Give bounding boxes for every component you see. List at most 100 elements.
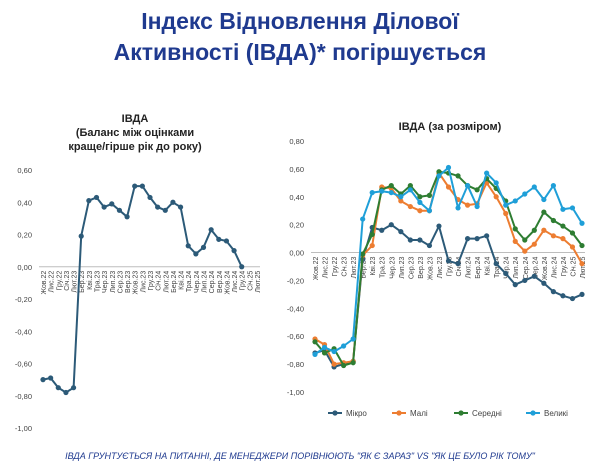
data-point bbox=[417, 199, 423, 205]
x-tick-label: Кві.24 bbox=[484, 256, 492, 275]
data-point bbox=[569, 205, 576, 211]
x-tick-label: Сер.24 bbox=[523, 256, 530, 279]
data-point bbox=[522, 248, 528, 254]
y-tick-label: 0,20 bbox=[289, 221, 304, 230]
footer-note: ІВДА ГРУНТУЄТЬСЯ НА ПИТАННІ, ДЕ МЕНЕДЖЕР… bbox=[65, 451, 535, 461]
data-point bbox=[208, 227, 214, 233]
data-point bbox=[541, 196, 547, 203]
y-tick-label: -0,80 bbox=[15, 392, 32, 401]
data-point bbox=[398, 194, 404, 200]
data-point bbox=[398, 229, 404, 235]
data-point bbox=[379, 188, 385, 194]
data-point bbox=[231, 248, 237, 254]
y-tick-label: 0,80 bbox=[289, 137, 304, 146]
data-point bbox=[560, 293, 566, 299]
y-tick-label: 0,60 bbox=[17, 166, 32, 175]
data-point bbox=[531, 241, 537, 247]
data-point bbox=[132, 183, 138, 189]
data-point bbox=[569, 230, 576, 236]
x-tick-label: Лют.25 bbox=[255, 271, 262, 293]
x-tick-label: Лис.24 bbox=[551, 256, 558, 278]
x-tick-label: Жов.24 bbox=[224, 271, 231, 295]
data-point bbox=[484, 170, 490, 176]
data-point bbox=[445, 164, 452, 171]
chart-ivda-balance: ІВДА (Баланс між оцінками краще/гірше рік … bbox=[15, 113, 262, 433]
x-tick-label: Жов.23 bbox=[427, 256, 434, 280]
x-tick-label: Кві.24 bbox=[178, 271, 186, 290]
x-tick-label: Чер.23 bbox=[102, 271, 109, 293]
x-tick-label: Лис.23 bbox=[140, 271, 147, 293]
data-point bbox=[484, 233, 490, 239]
data-point bbox=[93, 194, 100, 201]
data-point bbox=[417, 237, 423, 243]
x-tick-label: Гру.22 bbox=[56, 271, 63, 291]
legend-label: Малі bbox=[410, 409, 428, 418]
data-point bbox=[239, 264, 245, 270]
x-tick-label: Кві.23 bbox=[369, 256, 377, 275]
legend-marker bbox=[530, 410, 536, 416]
data-point bbox=[321, 350, 328, 356]
data-point bbox=[436, 223, 442, 229]
legend-label: Середні bbox=[472, 409, 502, 418]
data-point bbox=[185, 243, 191, 249]
x-tick-label: Тра.24 bbox=[494, 256, 501, 278]
y-tick-label: -0,40 bbox=[15, 327, 32, 336]
x-tick-label: Тра.23 bbox=[380, 256, 387, 278]
x-tick-label: Січ.24 bbox=[155, 271, 163, 291]
x-tick-label: Жов.22 bbox=[41, 271, 48, 295]
data-point bbox=[550, 289, 556, 295]
data-point bbox=[493, 194, 499, 200]
y-tick-label: -0,80 bbox=[287, 360, 304, 369]
x-tick-label: Лют.25 bbox=[580, 256, 587, 278]
data-point bbox=[550, 233, 556, 239]
data-point bbox=[541, 209, 547, 215]
x-tick-label: Лип.23 bbox=[110, 271, 117, 293]
x-tick-label: Вер.24 bbox=[217, 271, 224, 293]
data-point bbox=[331, 348, 337, 355]
data-point bbox=[86, 198, 92, 204]
x-tick-label: Лют.23 bbox=[351, 256, 358, 278]
x-tick-label: Тра.24 bbox=[186, 271, 193, 293]
data-point bbox=[503, 202, 509, 208]
x-tick-label: Січ.24 bbox=[455, 256, 463, 276]
x-tick-label: Лип.24 bbox=[513, 256, 520, 278]
data-point bbox=[512, 282, 518, 288]
data-point bbox=[360, 251, 366, 257]
data-point bbox=[40, 377, 46, 383]
data-point bbox=[193, 251, 199, 257]
x-tick-label: Січ.23 bbox=[341, 256, 349, 276]
x-tick-label: Лют.24 bbox=[466, 256, 473, 278]
data-point bbox=[455, 205, 461, 211]
data-point bbox=[360, 216, 366, 222]
data-point bbox=[522, 277, 528, 284]
x-tick-label: Гру.23 bbox=[148, 271, 155, 291]
x-tick-label: Вер.23 bbox=[125, 271, 132, 293]
x-tick-label: Гру.23 bbox=[447, 256, 454, 276]
legend-label: Мікро bbox=[346, 409, 367, 418]
data-point bbox=[369, 189, 375, 196]
data-point bbox=[493, 180, 499, 186]
data-point bbox=[162, 207, 168, 213]
data-point bbox=[560, 223, 566, 229]
x-tick-label: Лип.24 bbox=[202, 271, 209, 293]
x-tick-label: Бер.23 bbox=[361, 256, 368, 278]
data-point bbox=[579, 242, 585, 249]
data-point bbox=[503, 210, 509, 217]
x-tick-label: Лис.22 bbox=[49, 271, 56, 293]
data-point bbox=[560, 236, 566, 242]
y-tick-label: -0,60 bbox=[15, 360, 32, 369]
x-tick-label: Чер.23 bbox=[389, 256, 396, 278]
data-point bbox=[531, 227, 537, 233]
legend-marker bbox=[396, 410, 402, 416]
data-point bbox=[388, 222, 394, 228]
data-point bbox=[474, 203, 480, 210]
data-point bbox=[407, 183, 413, 189]
data-point bbox=[55, 385, 61, 391]
data-point bbox=[398, 198, 404, 204]
data-point bbox=[109, 201, 115, 207]
page-title: Індекс Відновлення Ділової Активності (І… bbox=[0, 6, 600, 68]
x-tick-label: Чер.24 bbox=[194, 271, 201, 293]
data-point bbox=[350, 360, 356, 366]
y-tick-label: -0,20 bbox=[15, 295, 32, 304]
x-tick-label: Сер.24 bbox=[209, 271, 216, 294]
